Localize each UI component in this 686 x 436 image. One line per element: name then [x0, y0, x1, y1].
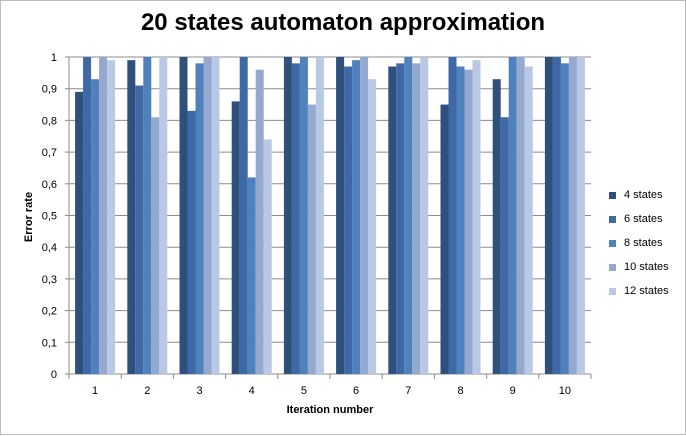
y-tick-label: 0,1	[42, 337, 57, 349]
bar	[440, 104, 449, 375]
bar	[231, 101, 240, 374]
legend-swatch	[609, 287, 616, 295]
bar	[368, 79, 377, 374]
bar	[283, 57, 292, 374]
bar	[412, 63, 421, 375]
legend-item: 6 states	[609, 207, 669, 231]
x-tick-label: 1	[92, 385, 98, 397]
legend: 4 states 6 states 8 states 10 states 12 stat…	[609, 183, 669, 303]
legend-swatch	[609, 263, 616, 271]
bar	[159, 57, 168, 374]
x-tick-label: 8	[457, 385, 463, 397]
bar	[75, 91, 84, 375]
x-tick-label: 2	[144, 385, 150, 397]
chart-title: 20 states automaton approximation	[140, 9, 546, 36]
bar	[464, 69, 473, 375]
bar	[107, 60, 116, 375]
bar	[472, 60, 481, 375]
bar	[508, 57, 517, 374]
legend-swatch	[609, 191, 616, 199]
x-tick-label: 7	[405, 385, 411, 397]
legend-item: 12 states	[609, 279, 669, 303]
y-tick-label: 0,9	[42, 84, 57, 96]
legend-label: 4 states	[624, 189, 663, 201]
y-tick-label: 0	[51, 369, 57, 381]
bar	[83, 57, 92, 374]
bar	[263, 139, 272, 374]
bar	[99, 57, 108, 374]
bar	[299, 57, 308, 374]
bar	[247, 177, 256, 374]
legend-label: 6 states	[624, 213, 663, 225]
x-tick-label: 9	[510, 385, 516, 397]
bar	[203, 57, 212, 374]
bar	[179, 57, 188, 374]
bar	[360, 57, 369, 374]
y-tick-label: 0,6	[42, 179, 57, 191]
legend-label: 12 states	[624, 285, 669, 297]
bar	[516, 57, 525, 374]
y-tick-label: 0,3	[42, 274, 57, 286]
bar	[456, 66, 465, 374]
x-tick-label: 5	[301, 385, 307, 397]
bar	[492, 79, 501, 374]
bar	[307, 104, 316, 375]
bar	[195, 63, 204, 375]
bar	[524, 66, 533, 374]
bar	[568, 57, 577, 374]
bar	[143, 57, 152, 374]
bar	[500, 117, 509, 374]
bar	[255, 69, 264, 375]
legend-label: 10 states	[624, 261, 669, 273]
bar	[291, 63, 300, 375]
bar	[544, 57, 553, 374]
x-tick-label: 6	[353, 385, 359, 397]
y-tick-label: 0,5	[42, 211, 57, 223]
bar	[576, 57, 585, 374]
bar	[315, 57, 324, 374]
bar	[420, 57, 429, 374]
legend-swatch	[609, 239, 616, 247]
legend-swatch	[609, 215, 616, 223]
bar	[336, 57, 345, 374]
x-tick-label: 10	[559, 385, 571, 397]
bar	[552, 57, 561, 374]
legend-item: 10 states	[609, 255, 669, 279]
bar	[396, 63, 405, 375]
y-tick-label: 0,4	[42, 242, 57, 254]
legend-item: 8 states	[609, 231, 669, 255]
bar	[151, 117, 160, 374]
x-tick-label: 4	[249, 385, 255, 397]
bar	[239, 57, 248, 374]
bar	[344, 66, 353, 374]
y-tick-label: 0,7	[42, 147, 57, 159]
bar	[388, 66, 397, 374]
bar	[352, 60, 361, 375]
bar	[404, 57, 413, 374]
y-tick-label: 0,2	[42, 306, 57, 318]
x-tick-label: 3	[196, 385, 202, 397]
y-tick-label: 1	[51, 52, 57, 64]
bar	[127, 60, 136, 375]
legend-item: 4 states	[609, 183, 669, 207]
bar	[560, 63, 569, 375]
x-axis-label: Iteration number	[286, 404, 374, 416]
y-tick-label: 0,8	[42, 115, 57, 127]
legend-label: 8 states	[624, 237, 663, 249]
bar	[187, 110, 196, 374]
bar	[91, 79, 100, 374]
bar	[135, 85, 144, 374]
bar	[211, 57, 220, 374]
bar	[448, 57, 457, 374]
